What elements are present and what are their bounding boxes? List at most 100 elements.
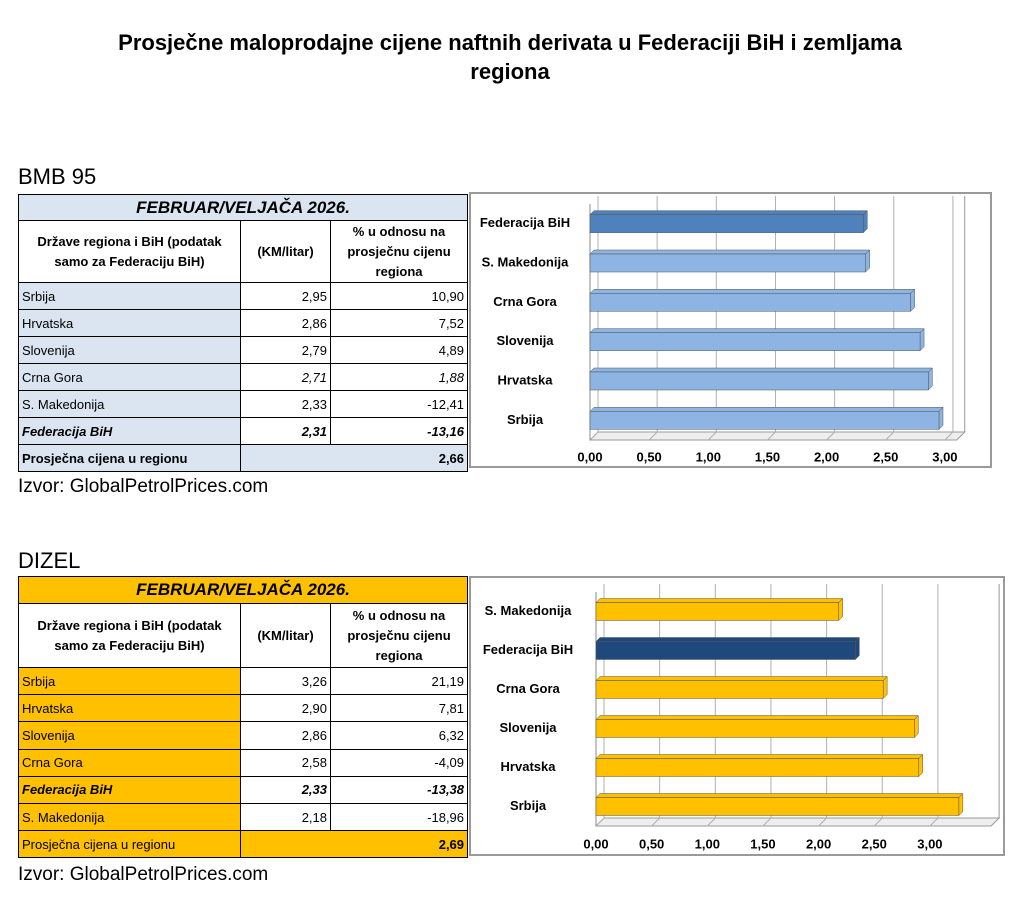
bar xyxy=(595,680,884,699)
bar-chart: 0,00 0,50 1,00 1,50 2,00 2,50 3,00 S. Makedonij… xyxy=(469,576,1005,856)
bar-top xyxy=(595,637,860,642)
bar-top xyxy=(589,210,868,215)
grid-line xyxy=(929,584,939,827)
category-label: Srbija xyxy=(510,798,547,813)
grid-line xyxy=(589,196,599,441)
x-tick-label: 0,50 xyxy=(636,449,661,464)
data-row: Hrvatska 2,86 7,52 xyxy=(18,309,469,337)
page-title: Prosječne maloprodajne cijene naftnih de… xyxy=(118,30,902,84)
value-cell: 21,19 xyxy=(329,666,469,696)
value-cell: 6,32 xyxy=(329,721,469,750)
bar-top xyxy=(589,407,944,412)
grid-line xyxy=(885,196,895,441)
section-heading: BMB 95 xyxy=(18,164,97,189)
value-cell: 2,33 xyxy=(240,775,331,804)
bar-top xyxy=(589,289,916,294)
average-value: 2,66 xyxy=(239,444,469,472)
bar xyxy=(589,371,929,391)
title-row: FEBRUAR/VELJAČA 2026. xyxy=(17,576,469,604)
bar-top xyxy=(589,367,933,373)
value-cell: -12,41 xyxy=(329,390,469,418)
column-header: % u odnosu na prosječnu cijenu regiona xyxy=(329,220,469,283)
x-tick-label: 0,50 xyxy=(639,836,664,851)
x-tick-label: 2,00 xyxy=(814,449,839,464)
grid-line xyxy=(826,196,836,441)
value-cell: -4,09 xyxy=(329,748,469,777)
grid-line xyxy=(648,196,658,441)
column-header: Države regiona i BiH (podatak samo za Fe… xyxy=(18,220,241,283)
value-cell: 4,89 xyxy=(329,336,469,364)
country-cell: S. Makedonija xyxy=(18,802,241,832)
bar xyxy=(595,719,915,738)
value-cell: 2,33 xyxy=(240,390,331,418)
data-row: Slovenija 2,86 6,32 xyxy=(18,721,469,750)
country-cell: Federacija BiH xyxy=(18,417,241,445)
bar-top xyxy=(595,754,924,759)
grid-line xyxy=(651,584,661,827)
table-title: FEBRUAR/VELJAČA 2026. xyxy=(17,576,469,604)
grid-line xyxy=(873,584,883,827)
country-cell: Slovenija xyxy=(18,336,241,364)
grid-line xyxy=(707,196,717,441)
title-row: FEBRUAR/VELJAČA 2026. xyxy=(17,194,469,221)
column-header: (KM/litar) xyxy=(240,603,331,668)
bar xyxy=(589,214,864,233)
x-tick-label: 2,50 xyxy=(862,836,887,851)
category-label: Slovenija xyxy=(499,720,557,735)
category-label: Hrvatska xyxy=(498,372,554,387)
data-row: Federacija BiH 2,31 -13,16 xyxy=(18,417,469,445)
category-label: Crna Gora xyxy=(496,681,560,696)
bar xyxy=(595,758,920,777)
country-cell: Srbija xyxy=(18,666,241,696)
bar xyxy=(589,411,940,430)
value-cell: 2,18 xyxy=(240,802,331,832)
column-header: Države regiona i BiH (podatak samo za Fe… xyxy=(18,603,241,668)
country-cell: Crna Gora xyxy=(18,748,241,777)
data-row: Federacija BiH 2,33 -13,38 xyxy=(18,775,469,804)
grid-line xyxy=(818,584,828,827)
column-header: (KM/litar) xyxy=(240,220,331,283)
table-title: FEBRUAR/VELJAČA 2026. xyxy=(17,194,469,221)
grid-line xyxy=(767,196,776,441)
x-tick-label: 1,50 xyxy=(750,836,775,851)
value-cell: 1,88 xyxy=(329,363,469,391)
data-row: Crna Gora 2,58 -4,09 xyxy=(18,748,469,777)
data-row: S. Makedonija 2,33 -12,41 xyxy=(18,390,469,418)
country-cell: Hrvatska xyxy=(18,309,241,337)
country-cell: Hrvatska xyxy=(18,694,241,723)
category-label: Hrvatska xyxy=(501,759,557,774)
country-cell: Slovenija xyxy=(18,721,241,750)
data-row: Srbija 2,95 10,90 xyxy=(18,282,469,310)
bar-top xyxy=(595,676,888,681)
data-row: Slovenija 2,79 4,89 xyxy=(18,336,469,364)
x-tick-label: 0,00 xyxy=(583,836,608,851)
value-cell: 10,90 xyxy=(329,282,469,310)
x-tick-label: 1,00 xyxy=(695,836,720,851)
country-cell: Srbija xyxy=(18,282,241,310)
value-cell: -13,38 xyxy=(329,775,469,804)
value-cell: 2,31 xyxy=(240,417,331,445)
grid-line xyxy=(706,584,716,827)
bar-top xyxy=(595,598,844,603)
bar xyxy=(589,253,866,273)
value-cell: 7,52 xyxy=(329,309,469,337)
source-note: Izvor: GlobalPetrolPrices.com xyxy=(18,864,269,885)
grid-line xyxy=(944,196,954,441)
source-note: Izvor: GlobalPetrolPrices.com xyxy=(18,476,269,497)
bar xyxy=(595,641,856,660)
value-cell: 3,26 xyxy=(240,666,331,696)
category-label: S. Makedonija xyxy=(485,603,572,618)
x-tick-label: 3,00 xyxy=(932,449,957,464)
bar-top xyxy=(595,793,964,798)
category-label: Federacija BiH xyxy=(480,215,570,230)
value-cell: 7,81 xyxy=(329,694,469,723)
category-label: Crna Gora xyxy=(493,294,557,309)
bar-top xyxy=(589,249,871,255)
value-cell: 2,86 xyxy=(240,309,331,337)
average-row: Prosječna cijena u regionu 2,66 xyxy=(18,444,469,472)
category-label: Srbija xyxy=(507,412,544,427)
value-cell: 2,95 xyxy=(240,282,331,310)
value-cell: -13,16 xyxy=(329,417,469,445)
average-label: Prosječna cijena u regionu xyxy=(18,444,241,472)
